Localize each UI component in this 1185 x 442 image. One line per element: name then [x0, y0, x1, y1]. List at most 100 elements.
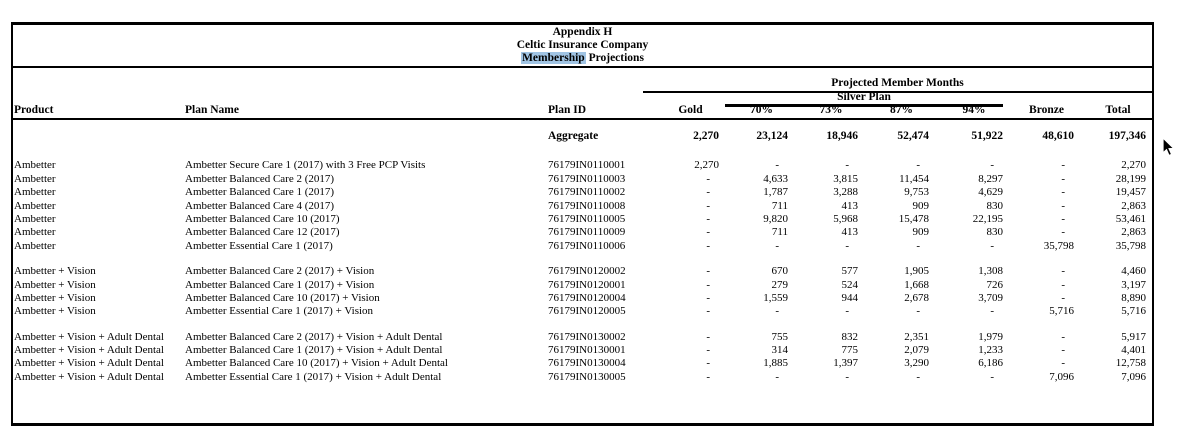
plan-id-cell: 76179IN0110009: [548, 226, 626, 239]
plan-id-cell: 76179IN0130002: [548, 330, 626, 343]
value-cell: -: [1061, 265, 1065, 278]
value-cell: 2,863: [1121, 199, 1146, 212]
value-cell: 53,461: [1115, 212, 1146, 225]
value-cell: 1,787: [763, 186, 788, 199]
value-cell: -: [706, 172, 710, 185]
plan-id-cell: 76179IN0130005: [548, 370, 626, 383]
value-cell: -: [1061, 226, 1065, 239]
table-row: Ambetter + Vision Ambetter Essential Care…: [14, 305, 1146, 318]
value-cell: -: [706, 278, 710, 291]
value-cell: -: [706, 199, 710, 212]
projected-underline: [643, 91, 1152, 93]
value-cell: -: [706, 370, 710, 383]
value-cell: -: [706, 226, 710, 239]
table-row: Ambetter Ambetter Balanced Care 12 (2017)…: [14, 226, 1146, 239]
value-cell: 35,798: [1115, 239, 1146, 252]
value-cell: -: [1061, 172, 1065, 185]
table-row: Ambetter Ambetter Balanced Care 4 (2017) 7…: [14, 200, 1146, 213]
value-cell: 15,478: [898, 212, 929, 225]
plan-id-cell: 76179IN0110001: [548, 159, 626, 172]
value-cell: 775: [841, 344, 859, 357]
value-cell: -: [706, 239, 710, 252]
product-cell: Ambetter + Vision: [14, 278, 96, 291]
plan-id-cell: 76179IN0110006: [548, 239, 626, 252]
value-cell: 524: [841, 278, 859, 291]
spacer: [14, 143, 1146, 159]
plan-name-cell: Ambetter Balanced Care 1 (2017) + Vision…: [185, 344, 443, 357]
value-cell: -: [775, 370, 779, 383]
value-cell: -: [845, 239, 849, 252]
plan-id-cell: 76179IN0110005: [548, 212, 626, 225]
value-cell: 8,890: [1121, 291, 1146, 304]
value-cell: 279: [771, 278, 789, 291]
value-cell: -: [706, 357, 710, 370]
plan-id-cell: 76179IN0120001: [548, 278, 626, 291]
table-row: Ambetter + Vision + Adult Dental Ambetter…: [14, 371, 1146, 384]
value-cell: 314: [771, 344, 789, 357]
value-cell: 1,979: [978, 330, 1003, 343]
product-cell: Ambetter + Vision: [14, 305, 96, 318]
value-cell: 11,454: [899, 172, 929, 185]
value-cell: 413: [841, 226, 859, 239]
value-cell: -: [1061, 278, 1065, 291]
table-row: Ambetter Ambetter Balanced Care 1 (2017) 7…: [14, 186, 1146, 199]
plan-id-cell: 76179IN0120005: [548, 305, 626, 318]
product-cell: Ambetter + Vision + Adult Dental: [14, 357, 164, 370]
value-cell: 7,096: [1121, 370, 1146, 383]
silver-plan-header: Silver Plan: [837, 91, 891, 103]
value-cell: 3,288: [833, 186, 858, 199]
product-cell: Ambetter + Vision + Adult Dental: [14, 344, 164, 357]
company-title: Celtic Insurance Company: [516, 38, 649, 51]
product-cell: Ambetter + Vision: [14, 291, 96, 304]
value-cell: -: [916, 159, 920, 172]
table: Aggregate 2,270 23,124 18,946 52,474 51,…: [14, 130, 1146, 384]
search-highlight: Membership: [521, 51, 586, 64]
value-cell: -: [706, 330, 710, 343]
value-cell: 8,297: [978, 172, 1003, 185]
plan-id-cell: 76179IN0110002: [548, 186, 626, 199]
value-cell: -: [775, 239, 779, 252]
value-cell: 9,753: [904, 186, 929, 199]
col-73: 73%: [819, 104, 843, 116]
col-plan-name: Plan Name: [185, 104, 239, 116]
value-cell: 832: [841, 330, 859, 343]
value-cell: 2,270: [1121, 159, 1146, 172]
title-divider: [13, 66, 1152, 68]
plan-name-cell: Ambetter Balanced Care 2 (2017) + Vision…: [185, 330, 443, 343]
value-cell: -: [706, 344, 710, 357]
col-plan-id: Plan ID: [548, 104, 587, 116]
value-cell: 5,917: [1121, 330, 1146, 343]
value-cell: 909: [912, 199, 930, 212]
aggregate-label: Aggregate: [548, 130, 599, 142]
product-cell: Ambetter: [14, 172, 56, 185]
aggregate-gold: 2,270: [693, 130, 719, 142]
value-cell: 5,968: [833, 212, 858, 225]
value-cell: 28,199: [1115, 172, 1146, 185]
col-94: 94%: [962, 104, 986, 116]
value-cell: 670: [771, 265, 789, 278]
value-cell: 2,079: [904, 344, 929, 357]
value-cell: -: [1061, 199, 1065, 212]
aggregate-94: 51,922: [971, 130, 1003, 142]
value-cell: 4,460: [1121, 265, 1146, 278]
value-cell: -: [990, 159, 994, 172]
appendix-sheet: Appendix H Celtic Insurance Company Memb…: [11, 22, 1154, 426]
product-cell: Ambetter: [14, 199, 56, 212]
title-block: Appendix H Celtic Insurance Company Memb…: [13, 26, 1152, 65]
value-cell: 2,270: [694, 159, 719, 172]
aggregate-73: 18,946: [826, 130, 858, 142]
plan-id-cell: 76179IN0130004: [548, 357, 626, 370]
plan-id-cell: 76179IN0120002: [548, 265, 626, 278]
aggregate-70: 23,124: [756, 130, 788, 142]
plan-name-cell: Ambetter Balanced Care 10 (2017) + Visio…: [185, 357, 448, 370]
value-cell: 7,096: [1049, 370, 1074, 383]
value-cell: -: [990, 305, 994, 318]
value-cell: -: [1061, 344, 1065, 357]
plan-name-cell: Ambetter Balanced Care 4 (2017): [185, 199, 335, 212]
plan-name-cell: Ambetter Balanced Care 10 (2017) + Visio…: [185, 291, 380, 304]
value-cell: -: [775, 305, 779, 318]
value-cell: -: [845, 159, 849, 172]
spacer: [14, 319, 1146, 331]
plan-name-cell: Ambetter Balanced Care 10 (2017): [185, 212, 340, 225]
subtitle-rest: Projections: [585, 51, 644, 64]
